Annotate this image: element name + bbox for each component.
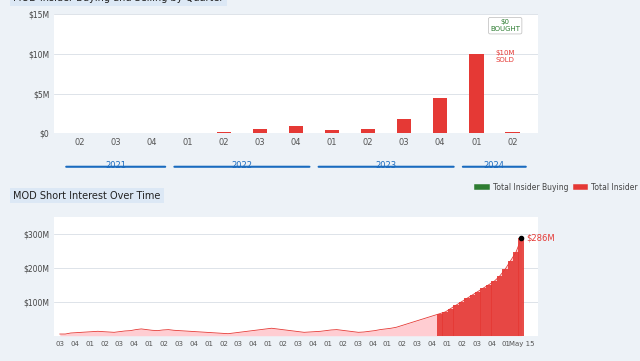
Bar (497, 276, 502, 336)
Text: $286M: $286M (527, 234, 556, 243)
Bar (433, 98, 447, 134)
Bar (437, 314, 443, 336)
Text: $0
BOUGHT: $0 BOUGHT (490, 19, 520, 32)
Bar (397, 119, 412, 134)
Bar (253, 129, 267, 134)
Bar (442, 312, 448, 336)
Text: MOD Insider Buying and Selling by Quarter: MOD Insider Buying and Selling by Quarte… (13, 0, 224, 3)
Bar (464, 298, 470, 336)
Text: 2023: 2023 (376, 161, 397, 170)
Bar (109, 133, 123, 134)
Bar (508, 261, 513, 336)
Bar (486, 285, 492, 336)
Legend: Total Insider Buying, Total Insider Selling: Total Insider Buying, Total Insider Sell… (474, 180, 640, 195)
Bar (469, 54, 483, 134)
Bar (217, 132, 231, 134)
Text: 2021: 2021 (105, 161, 126, 170)
Bar (502, 269, 508, 336)
Bar (513, 252, 519, 336)
Bar (492, 281, 497, 336)
Bar (459, 302, 465, 336)
Text: 2022: 2022 (232, 161, 252, 170)
Bar (505, 132, 520, 134)
Bar (518, 239, 524, 336)
Bar (470, 295, 476, 336)
Bar (453, 305, 459, 336)
Bar (145, 133, 159, 134)
Text: 2024: 2024 (484, 161, 505, 170)
Bar (180, 132, 195, 134)
Text: MOD Short Interest Over Time: MOD Short Interest Over Time (13, 191, 161, 201)
Text: $10M
SOLD: $10M SOLD (495, 50, 515, 63)
Bar (361, 129, 375, 134)
Bar (481, 288, 486, 336)
Bar (448, 309, 454, 336)
Bar (475, 292, 481, 336)
Bar (325, 130, 339, 134)
Bar (289, 126, 303, 134)
